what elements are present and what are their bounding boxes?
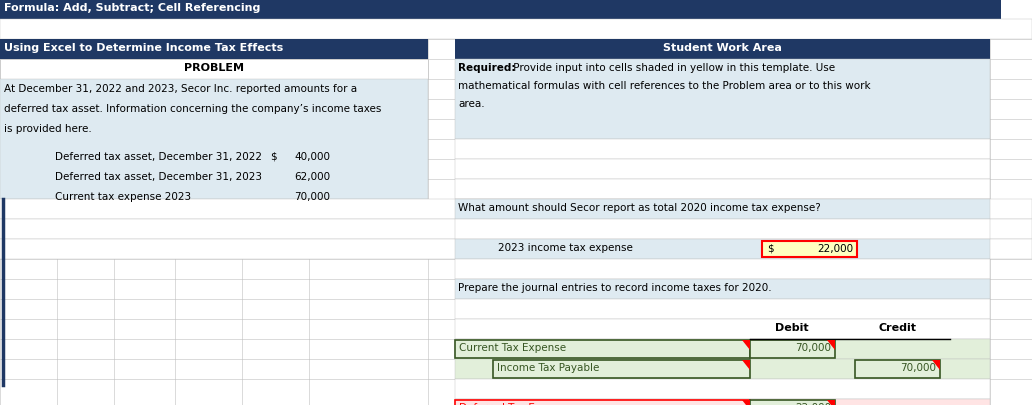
Text: Current tax expense 2023: Current tax expense 2023 bbox=[55, 192, 191, 202]
Bar bbox=[455, 60, 990, 140]
Bar bbox=[455, 140, 990, 160]
Bar bbox=[455, 259, 990, 279]
Bar bbox=[455, 339, 990, 359]
Bar bbox=[750, 400, 835, 405]
Bar bbox=[0, 40, 428, 60]
Text: Prepare the journal entries to record income taxes for 2020.: Prepare the journal entries to record in… bbox=[458, 282, 772, 292]
Bar bbox=[493, 360, 750, 378]
Bar bbox=[455, 279, 990, 299]
Text: 40,000: 40,000 bbox=[294, 151, 330, 162]
Bar bbox=[0, 239, 1032, 259]
Bar bbox=[0, 200, 1032, 220]
Bar bbox=[455, 40, 990, 60]
Text: Using Excel to Determine Income Tax Effects: Using Excel to Determine Income Tax Effe… bbox=[4, 43, 283, 53]
Text: Debit: Debit bbox=[775, 322, 809, 332]
Text: 62,000: 62,000 bbox=[294, 172, 330, 181]
Bar bbox=[455, 319, 990, 339]
Bar bbox=[0, 60, 428, 80]
Text: At December 31, 2022 and 2023, Secor Inc. reported amounts for a: At December 31, 2022 and 2023, Secor Inc… bbox=[4, 84, 357, 94]
Text: area.: area. bbox=[458, 99, 485, 109]
Text: Formula: Add, Subtract; Cell Referencing: Formula: Add, Subtract; Cell Referencing bbox=[4, 3, 260, 13]
Polygon shape bbox=[742, 340, 750, 350]
Text: What amount should Secor report as total 2020 income tax expense?: What amount should Secor report as total… bbox=[458, 202, 820, 213]
Text: Deferred Tax Expense: Deferred Tax Expense bbox=[459, 402, 573, 405]
Bar bbox=[455, 359, 990, 379]
Text: Deferred tax asset, December 31, 2022: Deferred tax asset, December 31, 2022 bbox=[55, 151, 262, 162]
Polygon shape bbox=[932, 360, 940, 370]
Bar bbox=[0, 80, 428, 200]
Text: mathematical formulas with cell references to the Problem area or to this work: mathematical formulas with cell referenc… bbox=[458, 81, 871, 91]
Text: 70,000: 70,000 bbox=[795, 342, 831, 352]
Bar bbox=[0, 220, 1032, 239]
Text: is provided here.: is provided here. bbox=[4, 124, 92, 134]
Bar bbox=[455, 399, 990, 405]
Bar bbox=[455, 239, 990, 259]
Polygon shape bbox=[827, 340, 835, 350]
Bar bbox=[455, 179, 990, 200]
Bar bbox=[455, 160, 990, 179]
Bar bbox=[762, 241, 857, 257]
Text: Student Work Area: Student Work Area bbox=[663, 43, 781, 53]
Text: Required:: Required: bbox=[458, 63, 516, 73]
Text: Current Tax Expense: Current Tax Expense bbox=[459, 342, 567, 352]
Bar bbox=[455, 340, 750, 358]
Text: 70,000: 70,000 bbox=[900, 362, 936, 372]
Text: deferred tax asset. Information concerning the company’s income taxes: deferred tax asset. Information concerni… bbox=[4, 104, 382, 114]
Polygon shape bbox=[742, 360, 750, 370]
Bar bbox=[455, 379, 990, 399]
Text: 70,000: 70,000 bbox=[294, 192, 330, 202]
Text: Deferred tax asset, December 31, 2023: Deferred tax asset, December 31, 2023 bbox=[55, 172, 262, 181]
Polygon shape bbox=[827, 400, 835, 405]
Bar bbox=[455, 220, 990, 239]
Text: 22,000: 22,000 bbox=[817, 243, 853, 254]
Bar bbox=[455, 400, 750, 405]
Bar bbox=[455, 299, 990, 319]
Bar bbox=[750, 340, 835, 358]
Polygon shape bbox=[742, 400, 750, 405]
Text: 22,000: 22,000 bbox=[795, 402, 831, 405]
Text: $: $ bbox=[767, 243, 774, 254]
Text: Provide input into cells shaded in yellow in this template. Use: Provide input into cells shaded in yello… bbox=[510, 63, 835, 73]
Bar bbox=[455, 200, 990, 220]
Text: PROBLEM: PROBLEM bbox=[184, 63, 244, 73]
Text: $: $ bbox=[270, 151, 277, 162]
Bar bbox=[0, 0, 1001, 20]
Bar bbox=[854, 360, 940, 378]
Bar bbox=[0, 20, 1032, 40]
Text: Income Tax Payable: Income Tax Payable bbox=[497, 362, 600, 372]
Text: Credit: Credit bbox=[878, 322, 916, 332]
Text: 2023 income tax expense: 2023 income tax expense bbox=[498, 243, 633, 252]
